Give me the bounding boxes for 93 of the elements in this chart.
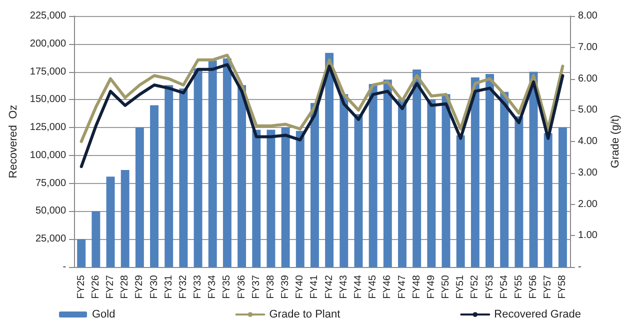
bar bbox=[281, 128, 290, 267]
x-tick-label: FY42 bbox=[324, 274, 335, 299]
y-tick-label: 25,000 bbox=[35, 234, 66, 245]
x-tick-label: FY34 bbox=[207, 274, 218, 299]
x-tick-label: FY41 bbox=[309, 274, 320, 299]
x-tick-label: FY58 bbox=[557, 274, 568, 299]
y2-tick-label: 1.00 bbox=[578, 230, 598, 242]
x-tick-label: FY45 bbox=[368, 274, 379, 299]
bar bbox=[486, 74, 494, 267]
y-tick-label: - bbox=[62, 262, 66, 272]
bar bbox=[179, 88, 188, 267]
bar bbox=[194, 68, 202, 267]
x-tick-label: FY47 bbox=[396, 274, 408, 299]
bar bbox=[456, 135, 465, 267]
x-tick-label: FY48 bbox=[411, 274, 422, 299]
y-tick-label: 175,000 bbox=[30, 66, 66, 78]
bar bbox=[412, 70, 422, 267]
bar bbox=[354, 114, 363, 267]
y2-tick-label: 6.00 bbox=[578, 73, 598, 84]
bar bbox=[208, 60, 217, 267]
y-tick-label: 150,000 bbox=[30, 94, 66, 106]
bar bbox=[106, 176, 115, 267]
y-tick-label: 200,000 bbox=[30, 38, 66, 50]
y2-tick-label: 8.00 bbox=[578, 10, 598, 22]
bar bbox=[368, 84, 378, 267]
x-tick-label: FY54 bbox=[498, 274, 510, 299]
bar bbox=[77, 239, 86, 267]
bar bbox=[296, 130, 304, 267]
bar bbox=[544, 133, 552, 267]
bar bbox=[558, 128, 567, 267]
x-tick-label: FY57 bbox=[542, 274, 554, 299]
bar bbox=[340, 94, 348, 267]
y2-tick-label: 2.00 bbox=[578, 198, 598, 210]
x-tick-label: FY31 bbox=[163, 274, 174, 299]
x-tick-label: FY36 bbox=[236, 274, 248, 299]
y-tick-label: 75,000 bbox=[35, 178, 66, 189]
bar bbox=[150, 105, 159, 267]
bar bbox=[500, 92, 509, 267]
bar bbox=[514, 116, 524, 267]
bar bbox=[529, 72, 538, 267]
bar bbox=[120, 170, 130, 267]
bar bbox=[383, 80, 392, 267]
y-axis-title: Recovered Oz bbox=[8, 104, 20, 178]
legend-label: Recovered Grade bbox=[494, 308, 581, 320]
legend-label: Grade to Plant bbox=[269, 308, 340, 320]
x-tick-label: FY55 bbox=[513, 274, 524, 299]
bar bbox=[92, 211, 100, 267]
x-tick-label: FY27 bbox=[105, 274, 116, 299]
x-tick-label: FY25 bbox=[76, 274, 87, 299]
bar bbox=[222, 58, 232, 267]
x-tick-label: FY35 bbox=[222, 274, 233, 299]
x-tick-label: FY50 bbox=[440, 274, 452, 299]
x-tick-label: FY56 bbox=[528, 274, 540, 299]
legend-label: Gold bbox=[92, 308, 116, 320]
bar bbox=[470, 77, 480, 267]
x-tick-label: FY46 bbox=[382, 274, 394, 299]
x-tick-label: FY51 bbox=[455, 274, 466, 299]
bar bbox=[398, 100, 406, 267]
x-tick-label: FY52 bbox=[470, 274, 481, 299]
y-tick-label: 225,000 bbox=[30, 10, 66, 22]
x-tick-label: FY26 bbox=[90, 274, 102, 299]
x-tick-label: FY33 bbox=[192, 274, 204, 299]
y2-tick-label: 7.00 bbox=[578, 42, 598, 53]
line-series bbox=[80, 63, 564, 168]
x-tick-label: FY49 bbox=[426, 274, 437, 299]
y2-axis-title: Grade (g/t) bbox=[610, 114, 622, 168]
x-tick-label: FY30 bbox=[148, 274, 160, 299]
y2-tick-label: 5.00 bbox=[578, 104, 598, 116]
x-tick-label: FY39 bbox=[280, 274, 292, 299]
x-tick-label: FY28 bbox=[120, 274, 131, 299]
x-tick-label: FY37 bbox=[250, 274, 262, 299]
x-tick-label: FY32 bbox=[178, 274, 189, 299]
bar bbox=[238, 85, 246, 267]
y2-tick-label: 4.00 bbox=[578, 136, 598, 147]
bar bbox=[266, 130, 276, 267]
y-tick-label: 100,000 bbox=[30, 150, 66, 161]
bar bbox=[252, 130, 261, 267]
x-tick-label: FY40 bbox=[294, 274, 306, 299]
x-tick-label: FY29 bbox=[134, 274, 146, 299]
bar bbox=[427, 100, 436, 267]
y-tick-label: 125,000 bbox=[30, 122, 66, 134]
bar bbox=[325, 52, 334, 267]
y2-tick-label: - bbox=[578, 262, 582, 272]
line-series bbox=[80, 54, 564, 143]
bar bbox=[310, 103, 319, 267]
x-tick-label: FY44 bbox=[352, 274, 364, 299]
x-tick-label: FY53 bbox=[484, 274, 496, 299]
bar bbox=[135, 128, 144, 267]
x-tick-label: FY43 bbox=[338, 274, 350, 299]
bar bbox=[164, 85, 174, 267]
x-tick-label: FY38 bbox=[265, 274, 276, 299]
y2-tick-label: 3.00 bbox=[578, 167, 598, 178]
y-tick-label: 50,000 bbox=[35, 206, 66, 217]
